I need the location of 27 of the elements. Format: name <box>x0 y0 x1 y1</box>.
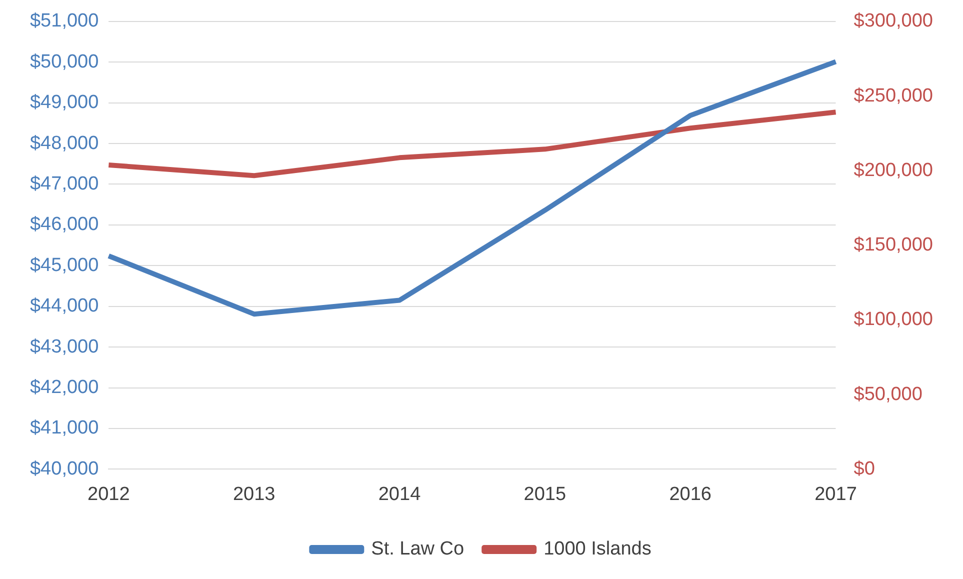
y2-tick-label: $300,000 <box>854 10 934 32</box>
y-tick-label: $45,000 <box>30 254 99 276</box>
x-tick-label: 2017 <box>814 484 857 505</box>
legend-label: 1000 Islands <box>544 538 652 560</box>
y-tick-label: $50,000 <box>30 51 99 72</box>
y2-tick-label: $250,000 <box>854 85 934 106</box>
y-tick-label: $48,000 <box>30 132 99 154</box>
x-tick-label: 2012 <box>88 484 130 505</box>
x-tick-label: 2016 <box>669 484 712 505</box>
y-tick-label: $46,000 <box>30 214 99 236</box>
y-tick-label: $42,000 <box>30 377 99 398</box>
y2-tick-label: $150,000 <box>854 234 934 256</box>
x-tick-label: 2014 <box>378 484 422 505</box>
y-tick-label: $43,000 <box>30 336 99 358</box>
y-tick-label: $51,000 <box>30 10 99 32</box>
y-tick-label: $47,000 <box>30 173 99 194</box>
y-tick-label: $44,000 <box>30 296 99 317</box>
y2-tick-label: $200,000 <box>854 160 934 181</box>
x-tick-label: 2013 <box>232 484 276 505</box>
legend-label: St. Law Co <box>371 538 464 560</box>
x-tick-label: 2015 <box>524 484 566 505</box>
y2-tick-label: $50,000 <box>854 384 922 405</box>
y2-tick-label: $100,000 <box>854 309 934 330</box>
y-tick-label: $40,000 <box>30 458 99 480</box>
y-tick-label: $41,000 <box>30 418 99 439</box>
y-tick-label: $49,000 <box>30 92 99 114</box>
y2-tick-label: $0 <box>854 458 875 480</box>
